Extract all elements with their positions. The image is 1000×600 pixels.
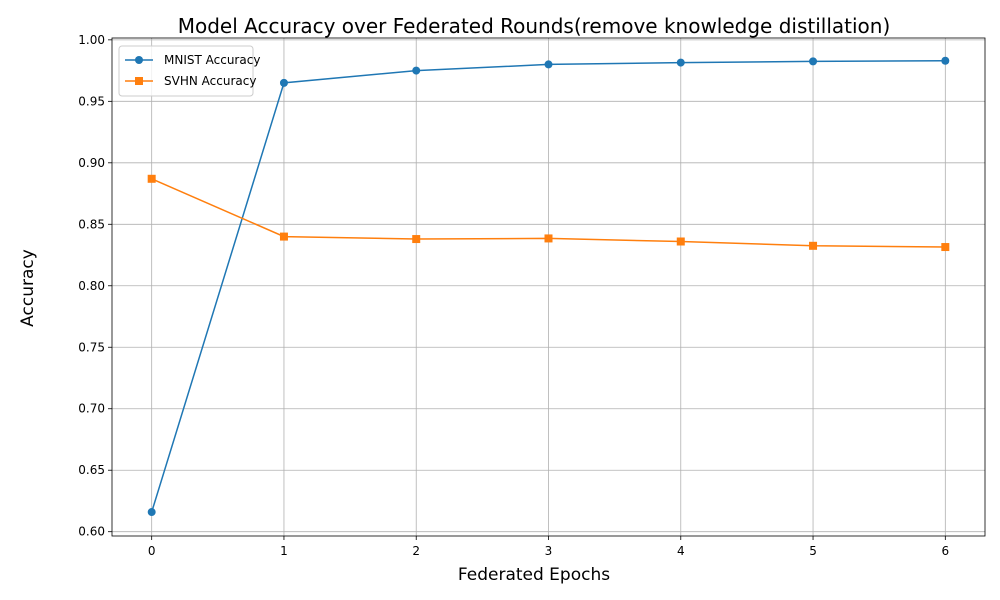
- y-tick-label: 0.95: [78, 94, 105, 108]
- x-tick-label: 1: [280, 544, 288, 558]
- y-tick-label: 0.80: [78, 279, 105, 293]
- y-tick-label: 0.75: [78, 340, 105, 354]
- ticks: 0 1 2 3 4 5 6 0.60 0.65 0.70 0.75 0.80 0.85 0.90 0.95 1…: [78, 33, 949, 558]
- svhn-point: [809, 241, 818, 250]
- x-tick-label: 6: [941, 544, 949, 558]
- svhn-point: [279, 232, 288, 241]
- legend-marker-mnist: [135, 56, 143, 64]
- svhn-point: [941, 243, 950, 252]
- y-tick-label: 0.70: [78, 402, 105, 416]
- x-tick-label: 0: [148, 544, 156, 558]
- legend-label-mnist: MNIST Accuracy: [164, 53, 260, 67]
- chart-title: Model Accuracy over Federated Rounds(rem…: [178, 14, 891, 38]
- x-axis-title: Federated Epochs: [458, 565, 610, 585]
- svhn-point: [147, 174, 156, 183]
- mnist-point: [412, 66, 421, 75]
- mnist-series: [147, 56, 950, 517]
- svhn-point: [544, 234, 553, 243]
- y-axis-title: Accuracy: [18, 249, 38, 327]
- x-tick-label: 2: [412, 544, 420, 558]
- mnist-point: [279, 78, 288, 87]
- y-tick-label: 0.85: [78, 217, 105, 231]
- mnist-point: [809, 57, 818, 66]
- y-tick-label: 0.90: [78, 156, 105, 170]
- y-tick-label: 0.60: [78, 525, 105, 539]
- svhn-point: [412, 235, 421, 244]
- mnist-point: [147, 508, 156, 517]
- series-layer: [147, 56, 950, 517]
- legend-label-svhn: SVHN Accuracy: [164, 74, 256, 88]
- x-tick-label: 5: [809, 544, 817, 558]
- legend-box: [118, 45, 254, 97]
- grid: [112, 38, 985, 536]
- x-tick-label: 4: [677, 544, 685, 558]
- mnist-point: [941, 56, 950, 65]
- mnist-point: [676, 58, 685, 67]
- legend: MNIST Accuracy SVHN Accuracy: [118, 45, 260, 97]
- svhn-series: [147, 174, 950, 252]
- mnist-point: [544, 60, 553, 69]
- svhn-point: [676, 237, 685, 246]
- x-tick-label: 3: [545, 544, 553, 558]
- legend-marker-svhn: [135, 77, 143, 85]
- y-tick-label: 1.00: [78, 33, 105, 47]
- y-tick-label: 0.65: [78, 463, 105, 477]
